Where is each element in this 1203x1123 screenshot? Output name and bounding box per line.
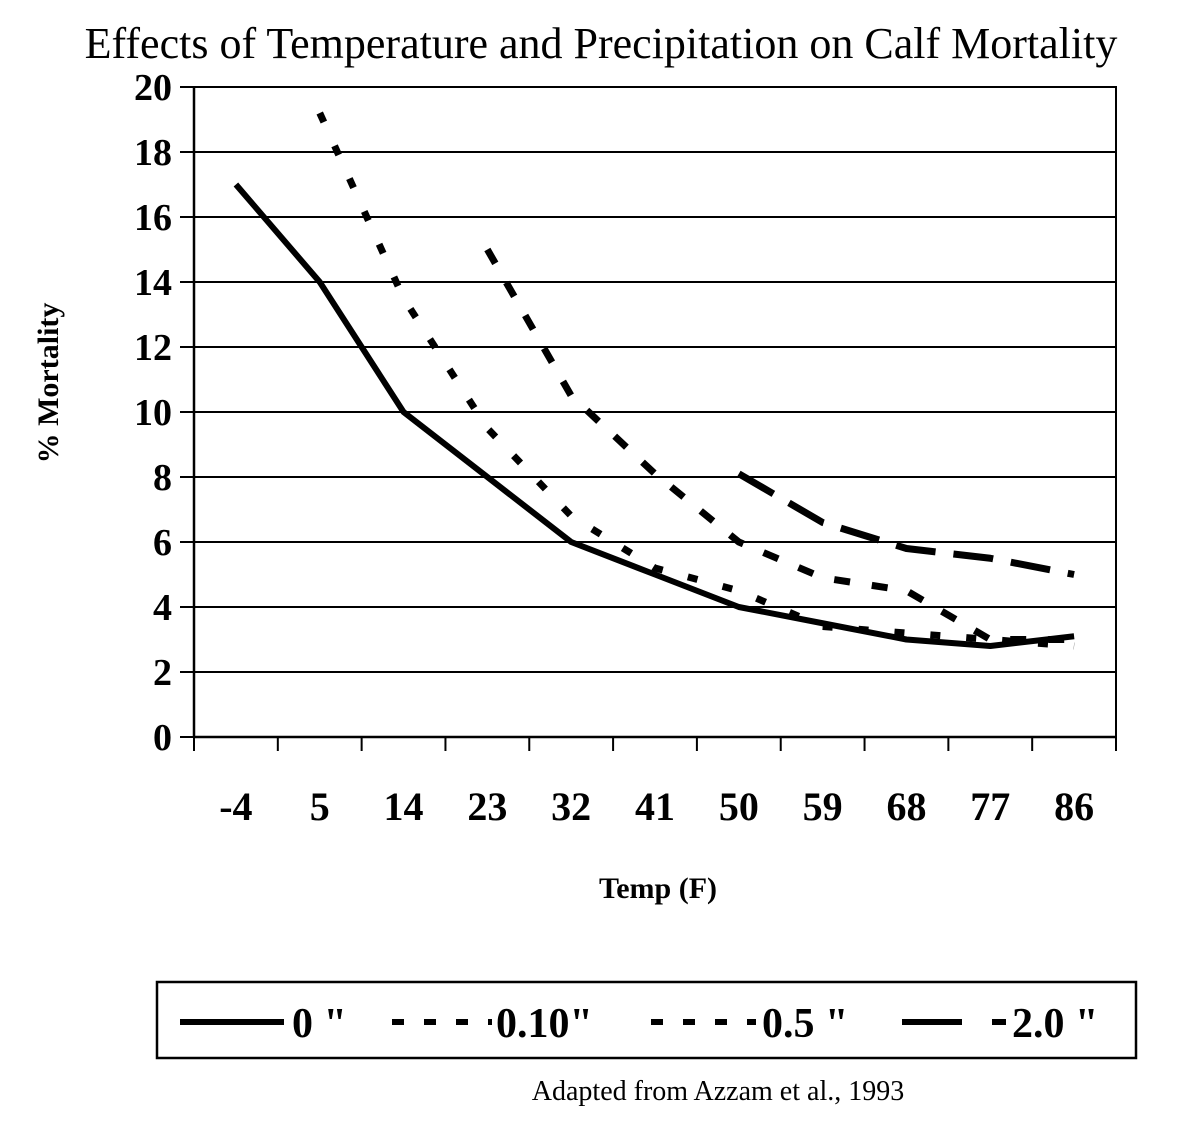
source-note: Adapted from Azzam et al., 1993 [532, 1076, 904, 1107]
x-tick-label: -4 [219, 784, 252, 829]
y-tick-label: 6 [153, 522, 172, 564]
plot-grid [180, 86, 1117, 751]
legend-label: 2.0 " [1012, 1001, 1098, 1047]
y-axis-title: % Mortality [32, 303, 65, 464]
legend-label: 0.5 " [762, 1001, 848, 1047]
x-tick-label: 68 [886, 784, 926, 829]
y-tick-label: 14 [134, 262, 172, 304]
y-tick-label: 18 [134, 132, 172, 174]
y-tick-label: 4 [153, 587, 172, 629]
y-tick-label: 8 [153, 457, 172, 499]
y-tick-label: 20 [134, 67, 172, 109]
plot-lines [233, 111, 1075, 650]
chart-title: Effects of Temperature and Precipitation… [85, 19, 1118, 68]
series-line [316, 111, 1075, 650]
x-tick-label: 23 [467, 784, 507, 829]
x-tick-label: 50 [719, 784, 759, 829]
x-tick-label: 86 [1054, 784, 1094, 829]
x-tick-label: 59 [803, 784, 843, 829]
x-tick-label: 77 [970, 784, 1010, 829]
legend: 0 " 0.10" 0.5 " 2.0 " [155, 980, 1138, 1060]
x-tick-label: 41 [635, 784, 675, 829]
y-tick-label: 16 [134, 197, 172, 239]
y-tick-label: 0 [153, 717, 172, 759]
legend-box [155, 980, 1138, 1060]
series-line [233, 182, 1075, 649]
y-tick-label: 12 [134, 327, 172, 369]
legend-label: 0.10" [496, 1001, 593, 1047]
y-tick-label: 10 [134, 392, 172, 434]
x-tick-label: 14 [384, 784, 424, 829]
series-line [737, 470, 1075, 578]
x-axis-title: Temp (F) [599, 872, 717, 905]
series-line [484, 247, 1075, 643]
x-tick-label: 32 [551, 784, 591, 829]
legend-label: 0 " [292, 1001, 347, 1047]
x-tick-label: 5 [310, 784, 330, 829]
y-tick-label: 2 [153, 652, 172, 694]
